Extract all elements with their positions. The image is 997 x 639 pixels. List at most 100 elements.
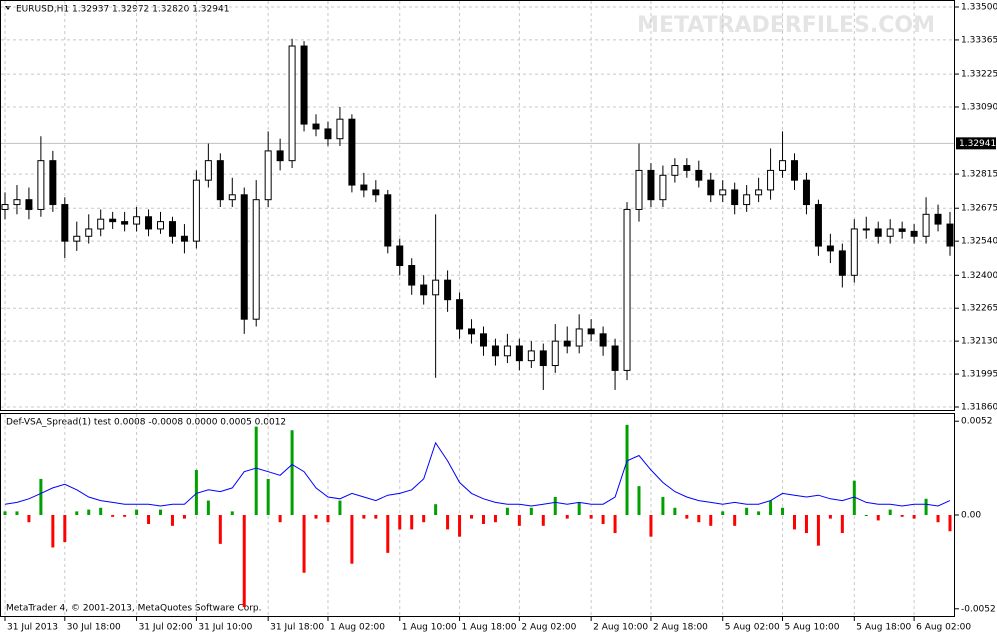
x-tick-label: 1 Aug 02:00 [330,623,385,633]
x-tick-label: 1 Aug 18:00 [462,623,517,633]
spread-bar [374,515,378,519]
spread-bar [864,515,868,516]
candle-body [180,235,188,242]
spread-bar [637,486,641,515]
watermark: METATRADERFILES.COM [637,13,935,38]
spread-bar [505,507,509,515]
spread-bar [3,511,7,515]
spread-bar [781,507,785,515]
spread-bar [87,509,91,515]
spread-bar [900,515,904,517]
y-tick-label: 1.32815 [961,170,997,180]
spread-bar [278,515,282,523]
candle-body [599,333,607,347]
candle-body [204,160,212,181]
candle-body [288,45,296,162]
candle-body [814,204,822,247]
candle-body [563,340,571,347]
y-tick-label: 1.33500 [961,3,997,13]
spread-bar [218,515,222,544]
spread-bar [673,507,677,515]
candle-body [61,204,69,242]
candle-body [1,204,9,210]
spread-bar [230,511,234,515]
candle-body [695,169,703,181]
x-tick-label: 6 Aug 02:00 [916,623,971,633]
spread-bar [147,515,151,525]
spread-bar [290,430,294,515]
x-tick-label: 5 Aug 10:00 [785,623,840,633]
candle-body [348,118,356,186]
spread-bar [446,515,450,530]
spread-bar [27,515,31,523]
candle-body [611,345,619,371]
spread-bar [458,515,462,537]
spread-bar [123,515,127,517]
candle-body [73,235,81,242]
y-tick-label: 0.00 [961,511,981,521]
spread-bar [159,509,163,515]
candle-body [168,221,176,237]
candle-body [336,118,344,140]
spread-bar [613,515,617,534]
candle-body [683,165,691,171]
x-tick-label: 30 Jul 18:00 [67,623,121,633]
candle-body [109,218,117,223]
candle-body [216,160,224,201]
candle-body [647,169,655,201]
candle-body [300,45,308,125]
candle-body [133,216,141,225]
spread-bar [948,515,952,532]
spread-bar [529,507,533,515]
candle-body [551,340,559,367]
indicator-frame [0,413,955,617]
spread-bar [541,515,545,526]
spread-bar [577,502,581,515]
candle-body [886,228,894,237]
spread-bar [757,511,761,515]
spread-bar [589,515,593,519]
candle-body [503,345,511,357]
candle-body [707,179,715,196]
candle-body [145,216,153,230]
spread-bar [709,515,713,526]
candle-body [13,199,21,206]
y-tick-label: 1.32130 [961,337,997,347]
x-tick-label: 1 Aug 10:00 [402,623,457,633]
candle-body [802,179,810,206]
spread-bar [338,500,342,515]
spread-bar [493,515,497,523]
candle-body [575,328,583,347]
spread-bar [398,515,402,530]
y-tick-label: 1.33365 [961,35,997,45]
spread-bar [99,507,103,515]
candle-body [264,150,272,201]
spread-bar [517,515,521,526]
spread-bar [39,478,43,515]
spread-bar [51,515,55,548]
y-tick-label: -0.0052 [961,604,996,614]
candle-body [623,208,631,371]
candle-body [922,213,930,237]
candle-body [539,350,547,367]
spread-bar [481,515,485,525]
candle-body [228,194,236,201]
spread-bar [733,515,737,526]
candle-body [384,194,392,247]
spread-bar [685,515,689,519]
spread-bar [697,515,701,523]
spread-bar [924,498,928,515]
candle-body [49,160,57,206]
candle-body [468,328,476,335]
spread-bar [254,426,258,515]
candle-body [456,299,464,330]
candle-body [874,228,882,237]
spread-bar [888,509,892,515]
spread-bar [649,515,653,537]
x-tick-label: 2 Aug 02:00 [521,623,576,633]
spread-bar [553,496,557,515]
spread-bar [170,515,174,526]
spread-bar [601,515,605,525]
